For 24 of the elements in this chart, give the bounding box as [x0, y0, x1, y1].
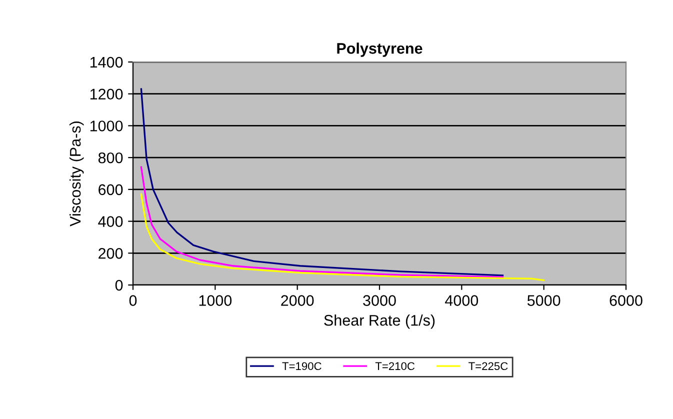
y-tick-label: 1000: [90, 120, 123, 132]
x-tick-label: 3000: [363, 295, 396, 306]
line-series: [140, 193, 545, 282]
legend-label: T=210C: [375, 362, 415, 370]
x-tick-label: 1000: [199, 295, 232, 306]
y-tick-label: 600: [98, 184, 123, 196]
y-tick-label: 400: [98, 216, 123, 227]
y-tick-label: 1400: [90, 56, 123, 68]
x-tick-label: 4000: [445, 295, 478, 306]
y-tick-label: 0: [115, 280, 123, 291]
y-axis-title: Viscosity (Pa-s): [69, 122, 84, 226]
x-tick-label: 0: [129, 295, 137, 306]
y-tick-label: 200: [98, 248, 123, 259]
y-tick-label: 800: [98, 152, 123, 164]
chart-title: Polystyrene: [337, 42, 422, 57]
x-tick-label: 6000: [610, 295, 642, 306]
x-axis-title: Shear Rate (1/s): [324, 314, 435, 329]
x-tick-label: 5000: [527, 295, 560, 306]
legend-label: T=190C: [282, 362, 322, 370]
x-tick-label: 2000: [281, 295, 314, 306]
line-series: [140, 166, 504, 278]
legend-label: T=225C: [468, 362, 508, 370]
y-tick-label: 1200: [90, 88, 123, 100]
line-series: [140, 88, 504, 276]
